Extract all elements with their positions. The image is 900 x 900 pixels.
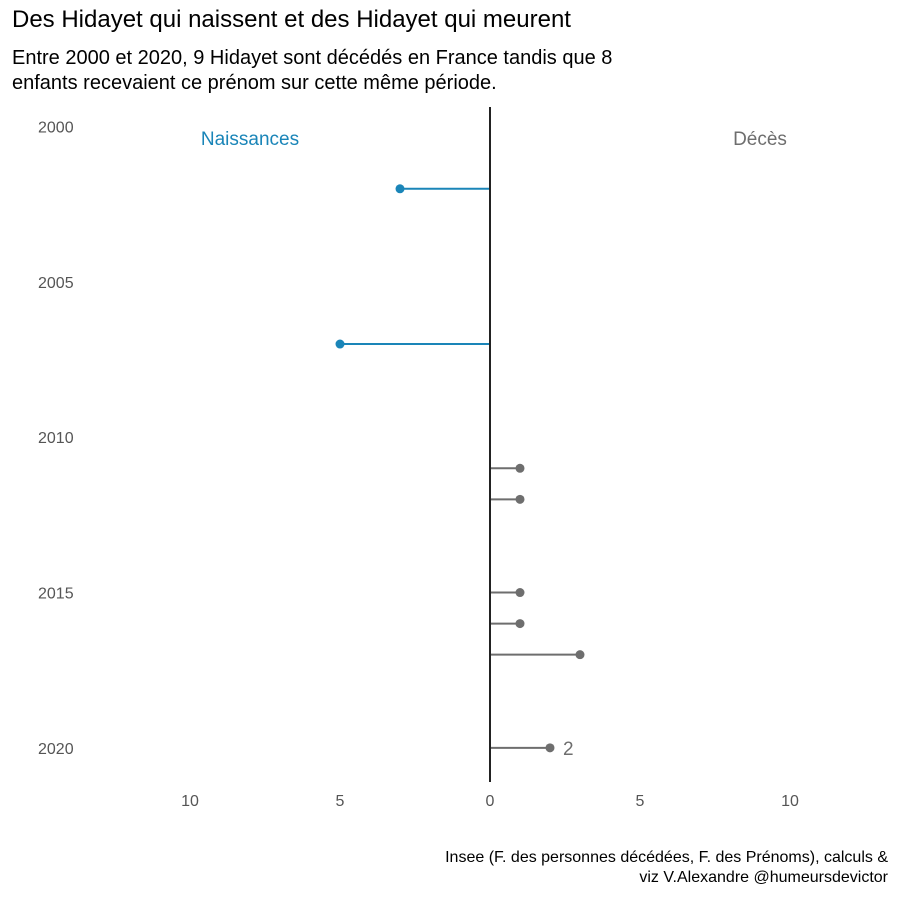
y-tick-label: 2010 — [38, 430, 74, 447]
deces-point — [515, 494, 525, 504]
side-label-naissances: Naissances — [201, 129, 299, 150]
chart-title: Des Hidayet qui naissent et des Hidayet … — [12, 6, 571, 33]
x-tick-label: 5 — [636, 793, 645, 810]
y-tick-label: 2000 — [38, 120, 74, 137]
subtitle-line-1: Entre 2000 et 2020, 9 Hidayet sont décéd… — [12, 47, 613, 69]
naissances-point — [335, 339, 345, 349]
chart-marks: 2 — [335, 184, 585, 760]
y-tick-label: 2015 — [38, 586, 74, 603]
value-label: 2 — [563, 739, 574, 760]
y-tick-label: 2020 — [38, 741, 74, 758]
x-tick-label: 0 — [486, 793, 495, 810]
subtitle-line-2: enfants recevaient ce prénom sur cette m… — [12, 72, 497, 94]
y-tick-label: 2005 — [38, 275, 74, 292]
deces-point — [515, 619, 525, 629]
y-axis: 2000 2005 2010 2015 2020 — [38, 120, 74, 758]
caption-line-1: Insee (F. des personnes décédées, F. des… — [445, 849, 888, 866]
side-label-deces: Décès — [733, 129, 787, 150]
x-tick-label: 5 — [336, 793, 345, 810]
x-tick-label: 10 — [181, 793, 199, 810]
deces-point — [515, 463, 525, 473]
chart-subtitle: Entre 2000 et 2020, 9 Hidayet sont décéd… — [12, 46, 772, 96]
source-caption: Insee (F. des personnes décédées, F. des… — [445, 848, 888, 888]
caption-line-2: viz V.Alexandre @humeursdevictor — [639, 869, 888, 886]
naissances-point — [395, 184, 405, 194]
x-axis: 10 5 0 5 10 — [181, 793, 799, 810]
deces-point — [545, 743, 555, 753]
x-tick-label: 10 — [781, 793, 799, 810]
deces-point — [575, 650, 585, 660]
deces-point — [515, 588, 525, 598]
